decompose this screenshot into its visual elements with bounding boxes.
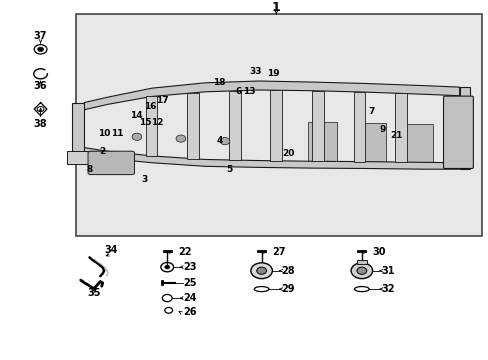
Text: 9: 9 xyxy=(378,125,385,134)
Text: 19: 19 xyxy=(266,69,279,78)
Text: 28: 28 xyxy=(281,266,294,276)
Bar xyxy=(307,122,337,165)
Circle shape xyxy=(250,263,272,279)
Circle shape xyxy=(38,47,43,51)
Polygon shape xyxy=(84,81,459,110)
Bar xyxy=(67,151,99,164)
Text: 35: 35 xyxy=(87,288,101,298)
Circle shape xyxy=(356,267,366,274)
Bar xyxy=(187,93,199,159)
Bar xyxy=(72,103,84,155)
Bar xyxy=(353,92,365,162)
Text: 18: 18 xyxy=(212,78,225,87)
Text: 24: 24 xyxy=(183,293,196,303)
Circle shape xyxy=(350,263,372,279)
Text: 6: 6 xyxy=(235,87,241,96)
Text: 1: 1 xyxy=(271,1,280,14)
Text: 25: 25 xyxy=(183,278,197,288)
Bar xyxy=(403,123,432,166)
Text: 2: 2 xyxy=(100,147,105,156)
Text: 5: 5 xyxy=(226,165,232,174)
Text: 20: 20 xyxy=(282,149,294,158)
Text: 36: 36 xyxy=(34,81,47,91)
Bar xyxy=(356,260,366,264)
Text: 21: 21 xyxy=(389,130,402,139)
Text: 22: 22 xyxy=(178,247,191,257)
Text: 11: 11 xyxy=(111,129,123,138)
Bar xyxy=(270,90,282,161)
Text: 26: 26 xyxy=(183,307,196,317)
Text: 30: 30 xyxy=(372,247,386,257)
Text: 34: 34 xyxy=(104,245,118,255)
Text: 3: 3 xyxy=(141,175,147,184)
Bar xyxy=(459,87,469,169)
Circle shape xyxy=(132,133,142,140)
Text: 37: 37 xyxy=(34,31,47,41)
Bar xyxy=(145,96,157,156)
Text: 32: 32 xyxy=(381,284,394,294)
Text: 15: 15 xyxy=(139,118,152,127)
Text: 17: 17 xyxy=(156,96,168,105)
Bar xyxy=(394,93,406,162)
Circle shape xyxy=(176,135,185,142)
Circle shape xyxy=(164,265,169,269)
Text: 4: 4 xyxy=(216,136,223,145)
Text: 23: 23 xyxy=(183,262,196,272)
Text: 7: 7 xyxy=(367,107,374,116)
Text: 8: 8 xyxy=(86,165,92,174)
Text: 10: 10 xyxy=(98,129,110,138)
Bar xyxy=(356,122,386,165)
Bar xyxy=(228,91,240,160)
Bar xyxy=(76,14,481,236)
FancyBboxPatch shape xyxy=(88,151,134,175)
Text: 13: 13 xyxy=(243,87,255,96)
Bar xyxy=(311,91,323,161)
Polygon shape xyxy=(84,148,459,169)
Text: 38: 38 xyxy=(34,119,47,129)
FancyBboxPatch shape xyxy=(443,96,472,168)
Text: 31: 31 xyxy=(381,266,394,276)
Circle shape xyxy=(220,138,229,145)
Text: 29: 29 xyxy=(281,284,294,294)
Text: 33: 33 xyxy=(249,68,262,77)
Text: 27: 27 xyxy=(272,247,285,257)
Text: 16: 16 xyxy=(144,102,157,111)
Circle shape xyxy=(256,267,266,274)
Text: 14: 14 xyxy=(129,111,142,120)
Text: 12: 12 xyxy=(151,118,163,127)
